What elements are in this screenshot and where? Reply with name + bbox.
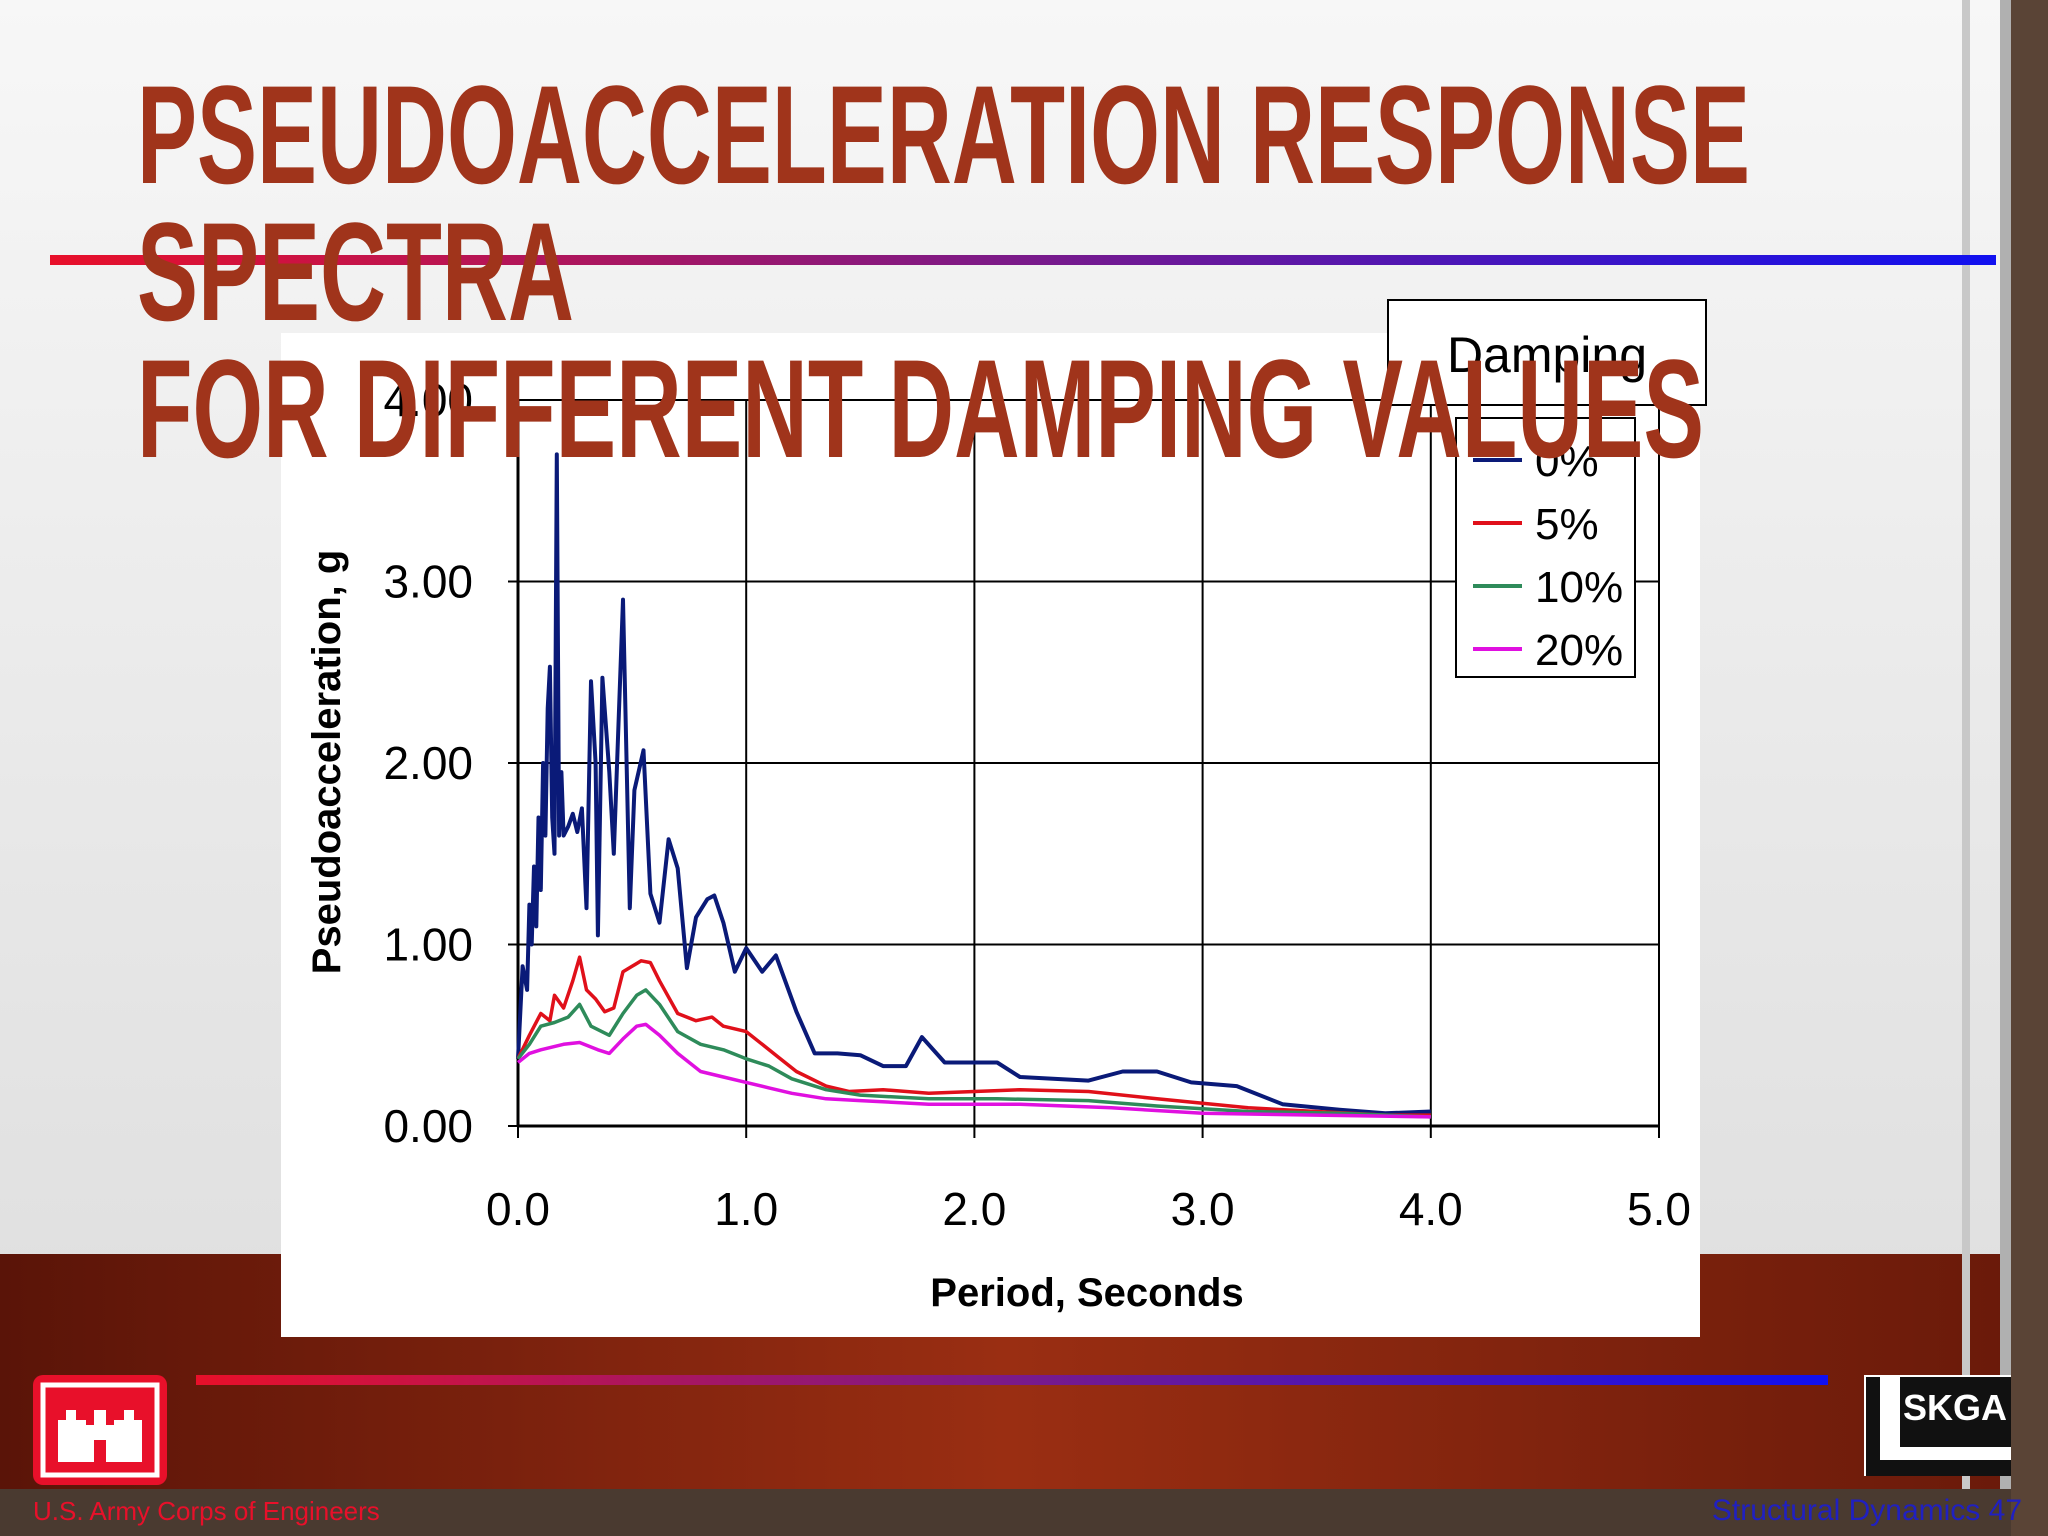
slide-title-line: FOR DIFFERENT DAMPING VALUES — [137, 330, 1704, 487]
footer-left: U.S. Army Corps of Engineers — [33, 1496, 380, 1526]
legend-label: 10% — [1535, 563, 1623, 612]
series-line — [516, 988, 1431, 1119]
legend-title-box — [1387, 299, 1707, 406]
series-line — [516, 452, 1431, 1116]
top-rule — [50, 255, 1996, 265]
legend-title: Damping — [1447, 327, 1647, 383]
y-axis-label: Pseudoacceleration, g — [305, 550, 349, 975]
brick-edge — [2011, 0, 2048, 1536]
y-tick-label: 3.00 — [383, 556, 473, 608]
corps-logo — [33, 1375, 167, 1485]
slide-title-line: PSEUDOACCELERATION RESPONSE — [137, 56, 1750, 213]
x-tick-label: 3.0 — [1171, 1183, 1235, 1235]
series-line — [516, 1022, 1431, 1119]
skga-logo — [1864, 1375, 2011, 1476]
side-bar — [2000, 0, 2011, 1489]
y-tick-label: 1.00 — [383, 919, 473, 971]
bottom-rule — [196, 1375, 1828, 1385]
footer-right: Structural Dynamics 47 — [1712, 1494, 2022, 1527]
legend-label: 0% — [1535, 437, 1599, 486]
series-line — [516, 955, 1431, 1117]
x-tick-label: 1.0 — [714, 1183, 778, 1235]
y-tick-label: 0.00 — [383, 1100, 473, 1152]
y-tick-label: 2.00 — [383, 737, 473, 789]
x-tick-label: 0.0 — [486, 1183, 550, 1235]
x-tick-label: 5.0 — [1627, 1183, 1691, 1235]
side-bar — [1962, 0, 1970, 1489]
slide-title-line: SPECTRA — [137, 193, 574, 350]
x-axis-label: Period, Seconds — [930, 1271, 1243, 1315]
legend-label: 20% — [1535, 626, 1623, 675]
legend-label: 5% — [1535, 500, 1599, 549]
x-tick-label: 4.0 — [1399, 1183, 1463, 1235]
logo-text: SKGA — [1903, 1387, 2007, 1428]
y-tick-label: 4.00 — [383, 374, 473, 426]
brick-strip — [0, 1489, 2048, 1536]
x-tick-label: 2.0 — [942, 1183, 1006, 1235]
